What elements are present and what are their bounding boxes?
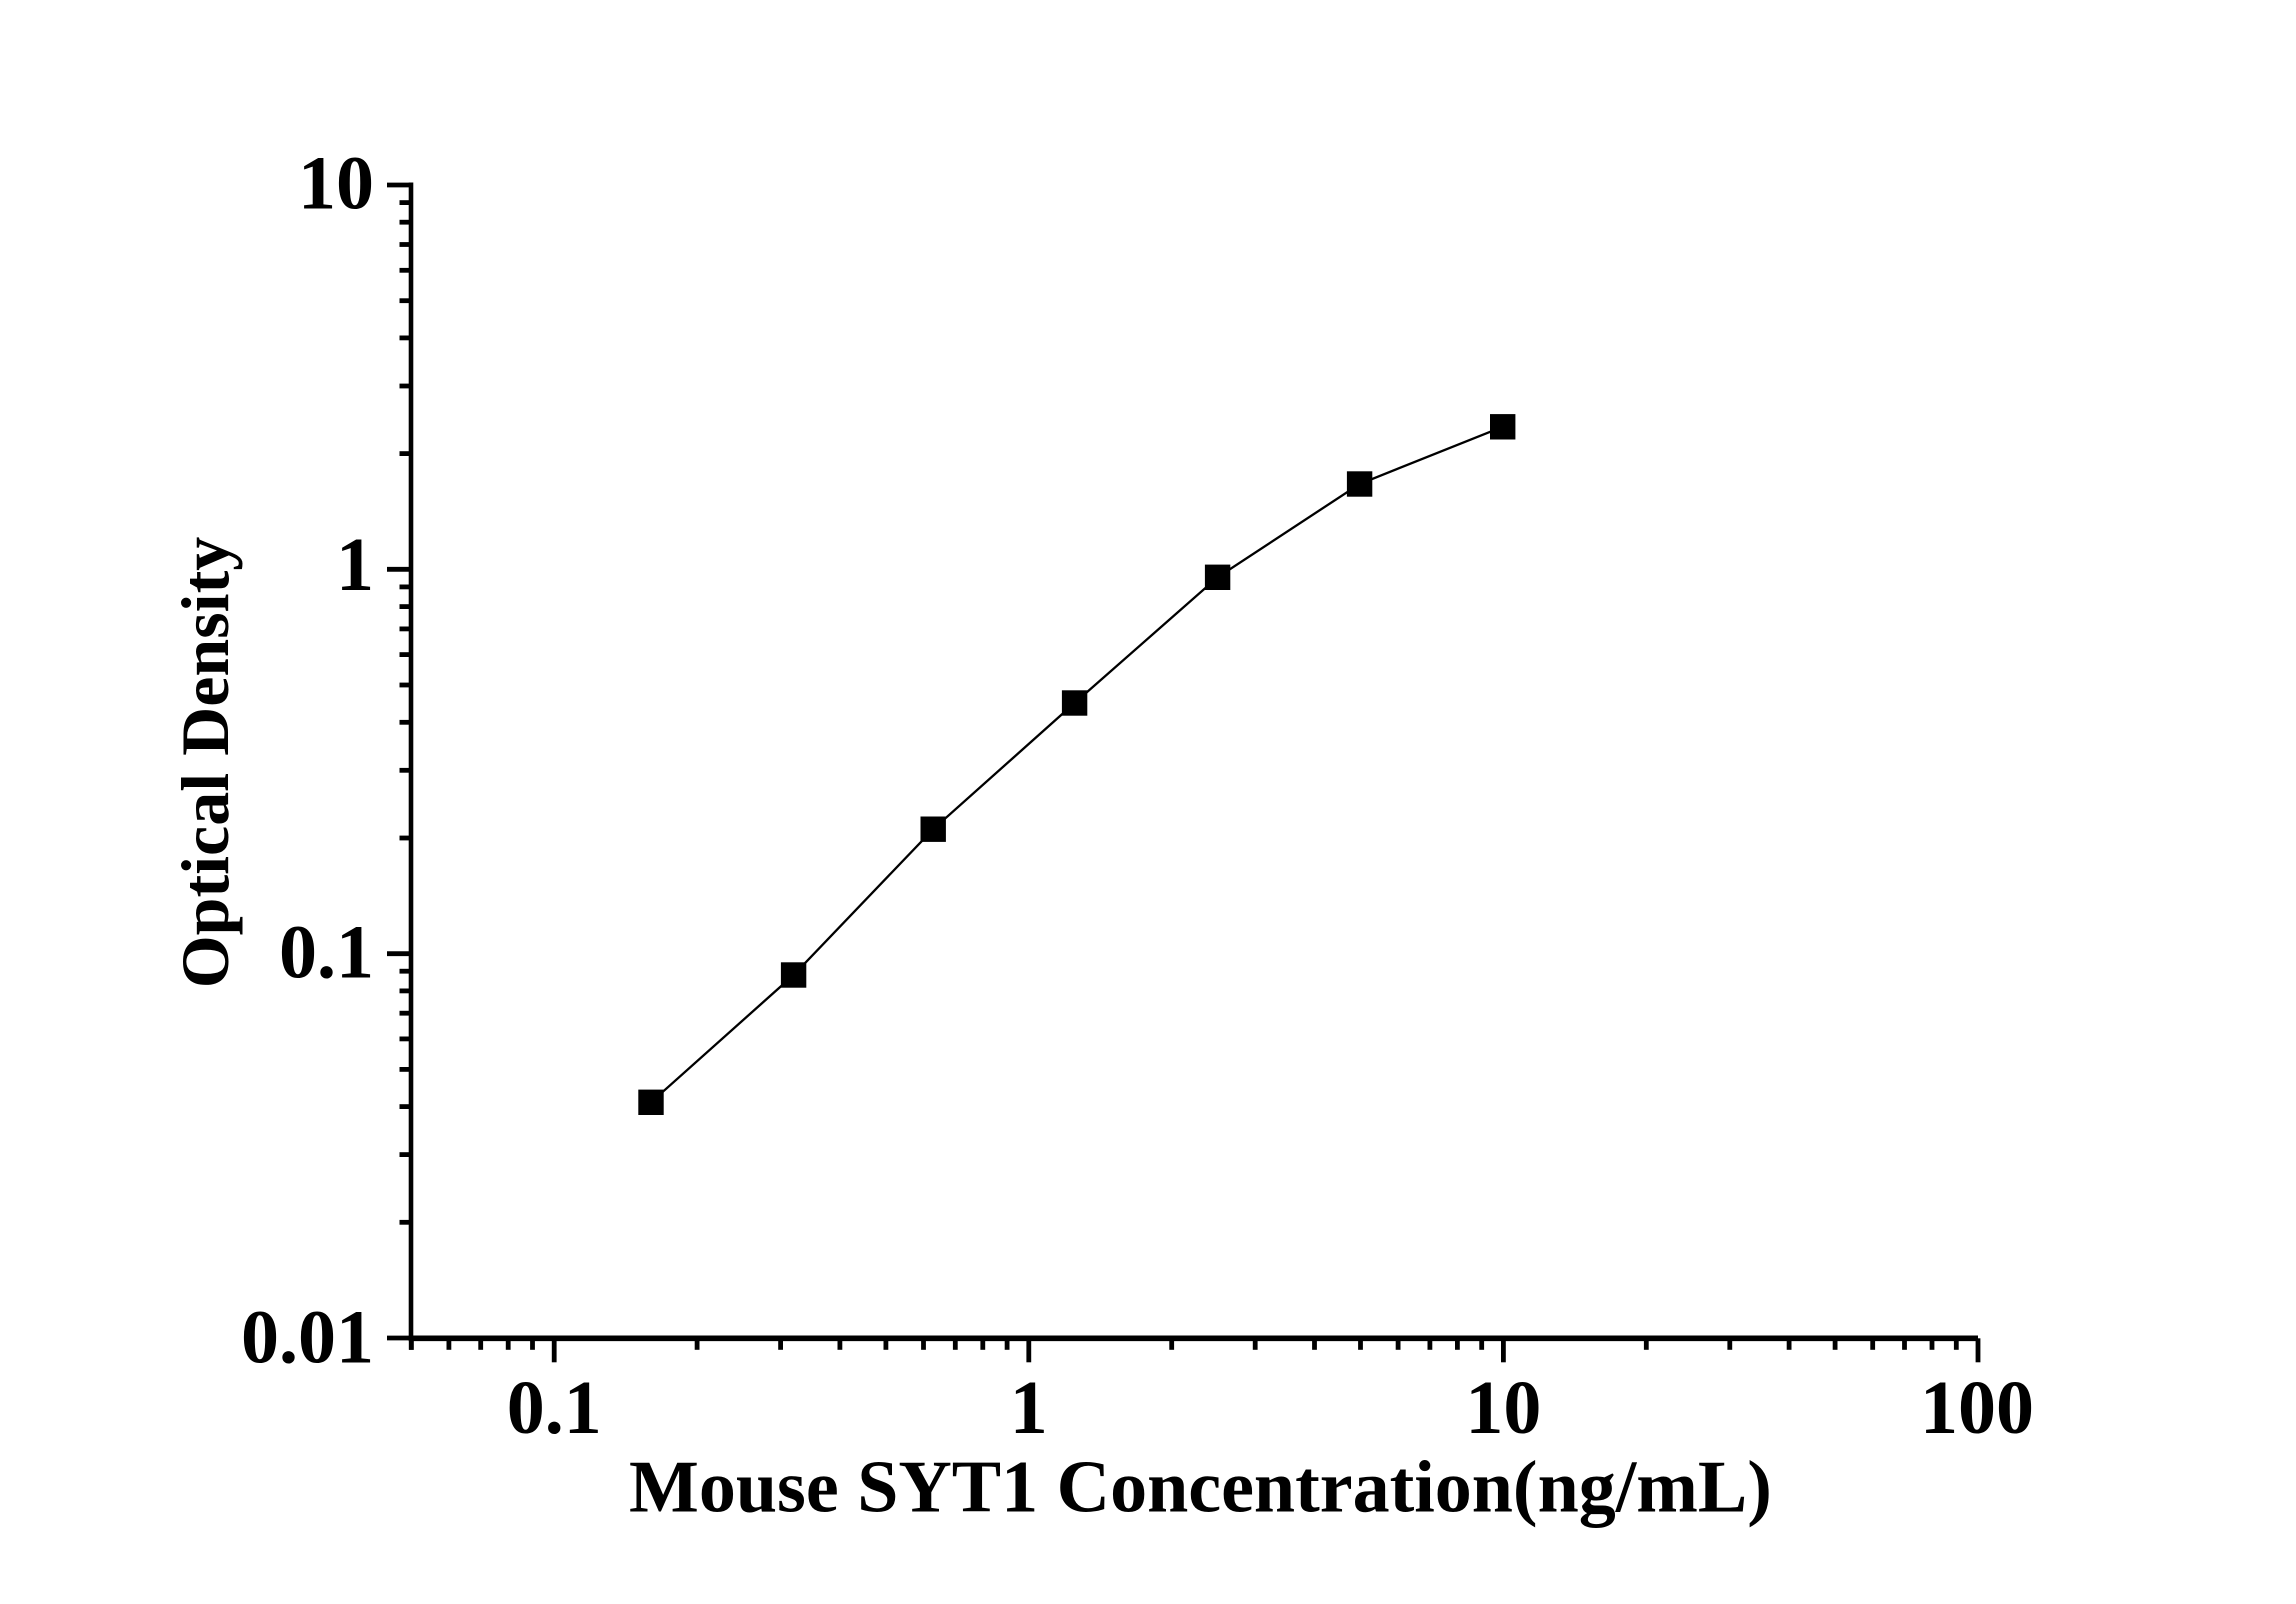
svg-text:Mouse SYT1 Concentration(ng/mL: Mouse SYT1 Concentration(ng/mL): [629, 1447, 1772, 1529]
svg-text:100: 100: [1920, 1366, 2034, 1450]
svg-text:10: 10: [1465, 1366, 1541, 1450]
svg-text:1: 1: [1010, 1366, 1048, 1450]
svg-text:1: 1: [336, 523, 374, 607]
svg-text:10: 10: [298, 141, 374, 225]
svg-text:0.01: 0.01: [241, 1296, 374, 1380]
svg-text:0.1: 0.1: [279, 911, 374, 995]
svg-text:Optical Density: Optical Density: [167, 537, 243, 988]
svg-text:0.1: 0.1: [507, 1366, 602, 1450]
